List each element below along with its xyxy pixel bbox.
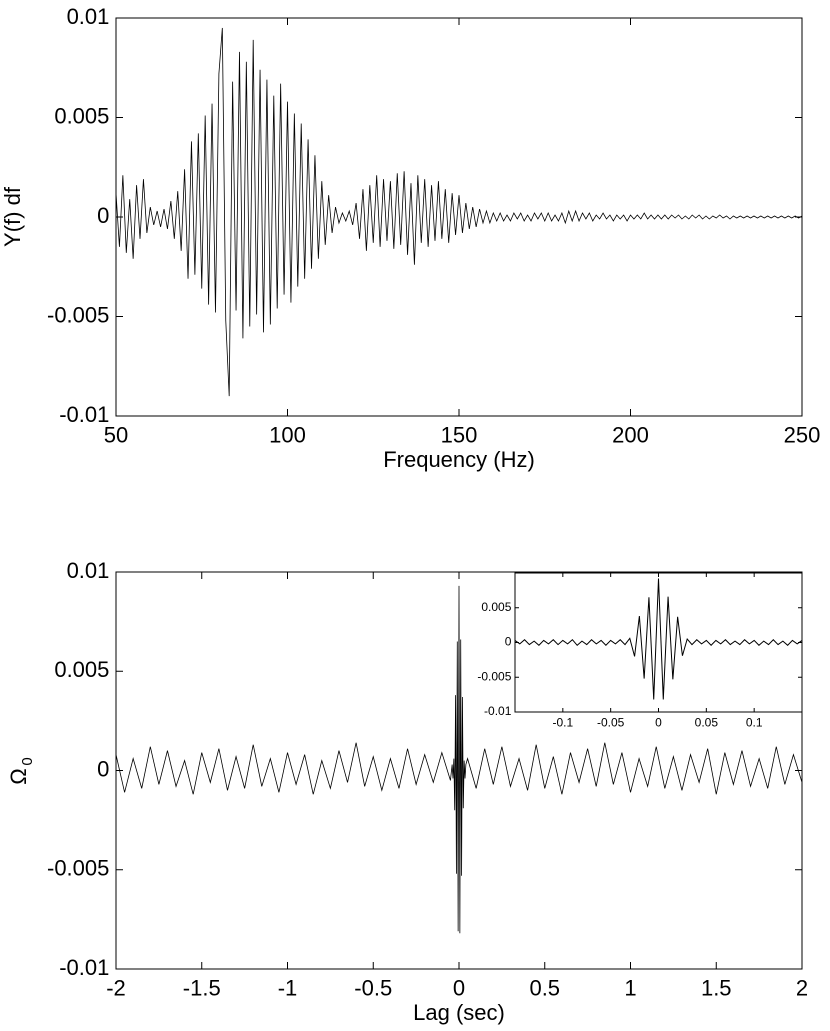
x-tick-label: 50 bbox=[104, 423, 128, 448]
y-tick-label: 0 bbox=[505, 635, 512, 649]
signal-line bbox=[514, 578, 803, 700]
plot-area bbox=[116, 18, 802, 416]
x-tick-label: 0.05 bbox=[695, 716, 719, 730]
signal-line bbox=[115, 585, 803, 934]
x-tick-label: 2 bbox=[796, 976, 808, 1001]
x-tick-label: 1.5 bbox=[701, 976, 732, 1001]
y-axis-label: Ω bbox=[6, 768, 31, 784]
x-tick-label: 200 bbox=[612, 423, 649, 448]
x-tick-label: 0 bbox=[453, 976, 465, 1001]
x-tick-label: -0.5 bbox=[354, 976, 392, 1001]
y-tick-label: 0.005 bbox=[54, 103, 109, 128]
x-tick-label: -1.5 bbox=[183, 976, 221, 1001]
x-tick-label: 0.5 bbox=[529, 976, 560, 1001]
x-tick-label: -1 bbox=[278, 976, 298, 1001]
x-tick-label: 150 bbox=[441, 423, 478, 448]
plot-area bbox=[515, 573, 802, 712]
x-tick-label: -0.05 bbox=[597, 716, 625, 730]
x-tick-label: 0.1 bbox=[746, 716, 763, 730]
signal-line bbox=[115, 27, 803, 397]
x-axis-label: Frequency (Hz) bbox=[383, 447, 535, 472]
y-tick-label: -0.01 bbox=[59, 402, 109, 427]
y-axis-label: Y(f) df bbox=[0, 186, 25, 247]
x-tick-label: -0.1 bbox=[552, 716, 573, 730]
y-tick-label: -0.005 bbox=[47, 856, 109, 881]
y-tick-label: -0.005 bbox=[477, 669, 511, 683]
y-tick-label: 0 bbox=[97, 756, 109, 781]
y-tick-label: 0.01 bbox=[67, 4, 110, 29]
y-tick-label: 0.005 bbox=[54, 657, 109, 682]
y-tick-label: -0.005 bbox=[47, 302, 109, 327]
x-tick-label: 100 bbox=[269, 423, 306, 448]
y-tick-label: 0.01 bbox=[67, 558, 110, 583]
y-tick-label: 0.005 bbox=[481, 600, 511, 614]
x-axis-label: Lag (sec) bbox=[413, 1000, 505, 1025]
y-tick-label: -0.01 bbox=[59, 955, 109, 980]
x-tick-label: 1 bbox=[624, 976, 636, 1001]
y-tick-label: 0 bbox=[97, 203, 109, 228]
x-tick-label: 0 bbox=[655, 716, 662, 730]
y-axis-label-subscript: 0 bbox=[19, 757, 36, 765]
y-tick-label: -0.01 bbox=[484, 704, 512, 718]
x-tick-label: 250 bbox=[784, 423, 821, 448]
x-tick-label: -2 bbox=[106, 976, 126, 1001]
